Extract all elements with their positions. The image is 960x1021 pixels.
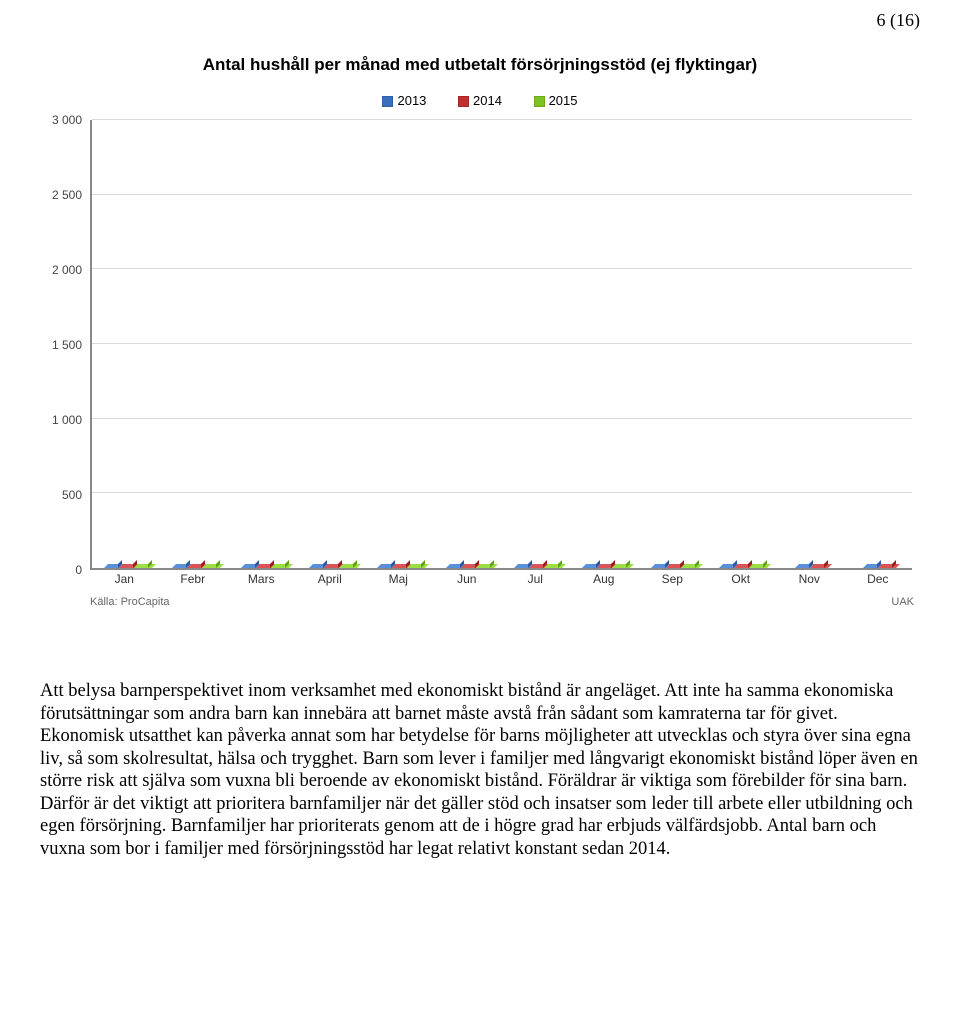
x-tick-label: Sep [638, 572, 707, 590]
y-tick-label: 3 000 [52, 113, 82, 127]
y-axis: 05001 0001 5002 0002 5003 000 [40, 120, 88, 590]
y-tick-label: 1 500 [52, 338, 82, 352]
chart-legend: 2013 2014 2015 [40, 93, 920, 108]
legend-item-2014: 2014 [458, 93, 502, 108]
chart-title: Antal hushåll per månad med utbetalt för… [40, 55, 920, 75]
legend-swatch-2015 [534, 96, 545, 107]
y-tick-label: 2 500 [52, 188, 82, 202]
x-tick-label: Jun [433, 572, 502, 590]
x-axis: JanFebrMarsAprilMajJunJulAugSepOktNovDec [90, 572, 912, 590]
x-tick-label: Aug [570, 572, 639, 590]
legend-label: 2015 [549, 93, 578, 108]
x-tick-label: April [296, 572, 365, 590]
plot-area [90, 120, 912, 570]
x-tick-label: Jul [501, 572, 570, 590]
bar-groups [92, 120, 912, 568]
legend-label: 2013 [397, 93, 426, 108]
y-tick-label: 1 000 [52, 413, 82, 427]
chart: Antal hushåll per månad med utbetalt för… [40, 55, 920, 645]
plot: 05001 0001 5002 0002 5003 000 JanFebrMar… [40, 120, 920, 590]
legend-item-2013: 2013 [382, 93, 426, 108]
page-number: 6 (16) [877, 10, 921, 31]
legend-item-2015: 2015 [534, 93, 578, 108]
x-tick-label: Mars [227, 572, 296, 590]
body-paragraph: Att belysa barnperspektivet inom verksam… [40, 680, 920, 861]
x-tick-label: Jan [90, 572, 159, 590]
x-tick-label: Okt [707, 572, 776, 590]
y-tick-label: 0 [75, 563, 82, 577]
legend-label: 2014 [473, 93, 502, 108]
chart-source: Källa: ProCapita [90, 596, 170, 608]
y-tick-label: 2 000 [52, 263, 82, 277]
legend-swatch-2014 [458, 96, 469, 107]
legend-swatch-2013 [382, 96, 393, 107]
chart-footer: Källa: ProCapita UAK [40, 596, 920, 608]
y-tick-label: 500 [62, 488, 82, 502]
chart-right-label: UAK [891, 596, 914, 608]
x-tick-label: Nov [775, 572, 844, 590]
x-tick-label: Febr [159, 572, 228, 590]
x-tick-label: Dec [844, 572, 913, 590]
x-tick-label: Maj [364, 572, 433, 590]
